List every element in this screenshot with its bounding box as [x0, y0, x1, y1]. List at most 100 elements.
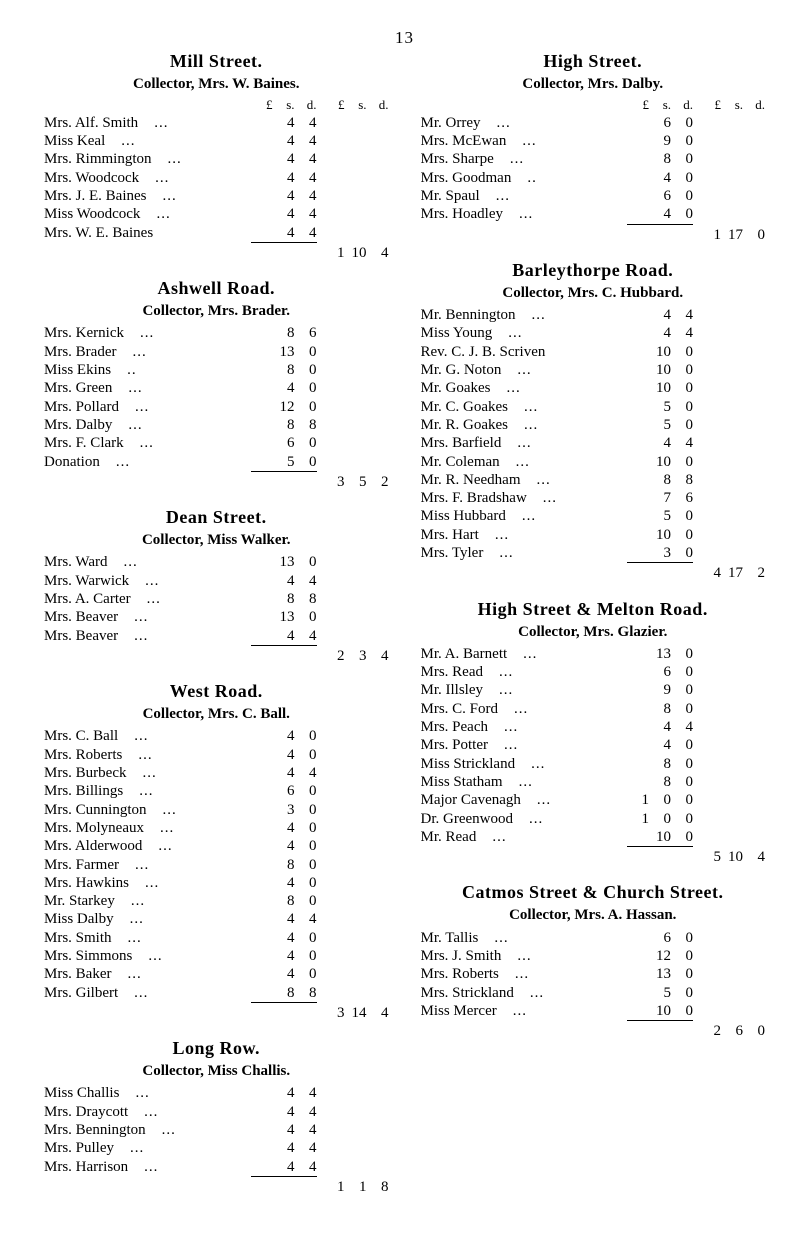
entry-name: Mrs. Beaver ...	[44, 608, 251, 626]
entry-name: Mrs. C. Ford ...	[421, 700, 628, 718]
entry-row: Mrs. F. Clark ...60000	[44, 434, 389, 452]
entry-amount: 40	[627, 169, 693, 187]
amount-s: 4	[273, 150, 295, 168]
amount-l	[627, 398, 649, 416]
leader-dots: ...	[119, 857, 149, 873]
entry-amount: 100	[627, 453, 693, 471]
entry-row: Rev. C. J. B. Scriven100000	[421, 343, 766, 361]
leader-dots: ...	[478, 930, 508, 946]
entry-name: Mr. Orrey ...	[421, 114, 628, 132]
entry-row: Mr. R. Goakes ...50000	[421, 416, 766, 434]
amount-s: 4	[649, 736, 671, 754]
entry-row: Mrs. F. Bradshaw ...76000	[421, 489, 766, 507]
amount-l	[251, 398, 273, 416]
leader-dots: ...	[506, 508, 536, 524]
entry-row: Mrs. Cunnington ...30000	[44, 801, 389, 819]
amount-l	[251, 984, 273, 1002]
amount-s: 4	[273, 1139, 295, 1157]
leader-dots: ...	[118, 728, 148, 744]
amount-s: 8	[649, 700, 671, 718]
amount-l	[251, 764, 273, 782]
currency-unit: d.	[671, 97, 693, 113]
leader-dots: ...	[128, 1159, 158, 1175]
leader-dots: ...	[142, 838, 172, 854]
entry-name: Mrs. Alderwood ...	[44, 837, 251, 855]
amount-s: 6	[649, 663, 671, 681]
amount-s: 8	[273, 984, 295, 1002]
amount-l	[627, 343, 649, 361]
amount-l	[251, 434, 273, 452]
entry-row: Mr. A. Barnett ...130000	[421, 645, 766, 663]
section: High Street & Melton Road.Collector, Mrs…	[421, 599, 766, 867]
leader-dots: ...	[100, 454, 130, 470]
entry-row: Miss Dalby ...44000	[44, 910, 389, 928]
amount-s: 13	[273, 343, 295, 361]
amount-d: 0	[295, 361, 317, 379]
amount-l	[627, 645, 649, 663]
entry-name: Major Cavenagh ...	[421, 791, 628, 809]
amount-l	[251, 361, 273, 379]
amount-d: 0	[295, 379, 317, 397]
amount-s: 10	[649, 1002, 671, 1020]
total-s: 3	[345, 647, 367, 665]
entries: Mr. Tallis ...60000Mrs. J. Smith ...1200…	[421, 929, 766, 1020]
entry-row: Mr. Bennington ...44000	[421, 306, 766, 324]
entry-row: Mrs. Woodcock ...44000	[44, 169, 389, 187]
leader-dots: ..	[511, 170, 537, 186]
leader-dots: ...	[147, 802, 177, 818]
amount-s: 4	[273, 572, 295, 590]
section-total: 0003144	[44, 1004, 389, 1022]
amount-s: 4	[273, 910, 295, 928]
total-l: 3	[323, 1004, 345, 1022]
entry-amount: 44	[251, 187, 317, 205]
entry-row: Mr. Tallis ...60000	[421, 929, 766, 947]
amount-s: 4	[273, 224, 295, 242]
entry-name: Mrs. F. Clark ...	[44, 434, 251, 452]
leader-dots: ...	[507, 646, 537, 662]
entry-name: Mr. C. Goakes ...	[421, 398, 628, 416]
total-d: 8	[367, 1178, 389, 1196]
entry-amount: 44	[251, 1139, 317, 1157]
amount-l	[251, 910, 273, 928]
amount-l	[627, 379, 649, 397]
entry-row: Major Cavenagh ...100000	[421, 791, 766, 809]
amount-d: 0	[295, 553, 317, 571]
entry-row: Mrs. C. Ford ...80000	[421, 700, 766, 718]
leader-dots: ...	[129, 573, 159, 589]
total-l: 3	[323, 473, 345, 491]
leader-dots: ...	[138, 115, 168, 131]
entry-amount: 50	[251, 453, 317, 471]
total-s: 10	[721, 848, 743, 866]
entry-row: Mrs. Farmer ...80000	[44, 856, 389, 874]
entry-name: Mr. Read ...	[421, 828, 628, 846]
entry-amount: 44	[627, 306, 693, 324]
leader-dots: ...	[146, 1122, 176, 1138]
entry-row: Mrs. C. Ball ...40000	[44, 727, 389, 745]
total-d: 4	[367, 244, 389, 262]
amount-l	[251, 1121, 273, 1139]
leader-dots: ...	[124, 435, 154, 451]
leader-dots: ...	[501, 362, 531, 378]
amount-s: 5	[649, 416, 671, 434]
amount-s: 4	[273, 627, 295, 645]
amount-s: 4	[273, 819, 295, 837]
leader-dots: ...	[483, 545, 513, 561]
entries: Mrs. Kernick ...86000Mrs. Brader ...1300…	[44, 324, 389, 470]
entry-amount: 100	[627, 791, 693, 809]
section-total: 000352	[44, 473, 389, 491]
leader-dots: ...	[476, 829, 506, 845]
amount-s: 13	[649, 965, 671, 983]
amount-s: 4	[273, 1158, 295, 1176]
amount-l	[627, 306, 649, 324]
amount-s: 4	[649, 306, 671, 324]
entry-row: Mrs. Hawkins ...40000	[44, 874, 389, 892]
section-title: Mill Street.	[44, 51, 389, 73]
entry-name: Dr. Greenwood ...	[421, 810, 628, 828]
leader-dots: ...	[131, 591, 161, 607]
entry-amount: 100	[627, 361, 693, 379]
entry-row: Mrs. Rimmington ...44000	[44, 150, 389, 168]
section-title: Ashwell Road.	[44, 278, 389, 300]
leader-dots: ...	[115, 893, 145, 909]
entry-name: Mrs. Dalby ...	[44, 416, 251, 434]
amount-d: 4	[295, 910, 317, 928]
